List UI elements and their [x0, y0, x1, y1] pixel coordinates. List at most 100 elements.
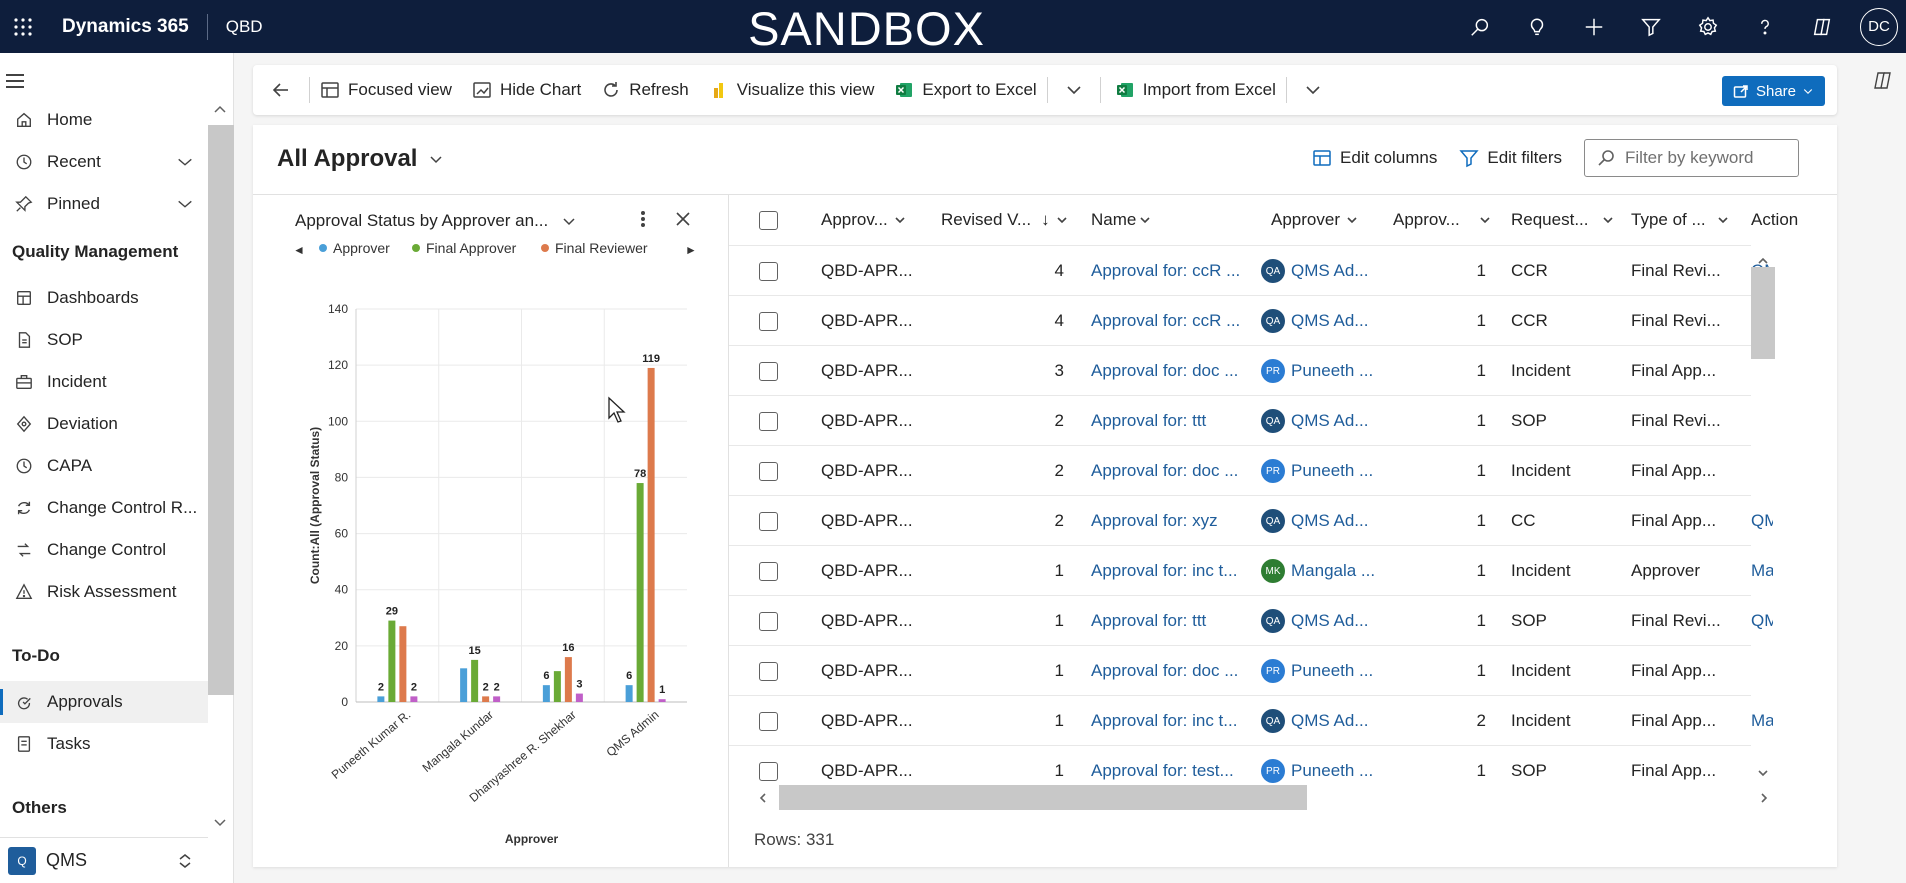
action-link[interactable]: QM	[1751, 611, 1773, 630]
checkbox[interactable]	[759, 761, 778, 781]
column-header-approval-id[interactable]: Approv...	[821, 195, 907, 245]
search-icon[interactable]	[1451, 0, 1508, 53]
checkbox[interactable]	[759, 311, 778, 331]
approver-link[interactable]: Mangala ...	[1291, 561, 1376, 580]
table-row[interactable]: QBD-APR... 4 Approval for: ccR ... QA QMS Ad…	[729, 245, 1773, 296]
approval-id-cell[interactable]: QBD-APR...	[821, 561, 913, 580]
checkbox[interactable]	[759, 361, 778, 381]
chevron-left-icon[interactable]	[756, 790, 770, 804]
hamburger-menu-icon[interactable]	[6, 70, 30, 90]
row-select-checkbox[interactable]	[759, 446, 778, 496]
legend-prev-icon[interactable]: ◄	[293, 243, 305, 257]
import-options-dropdown[interactable]	[1287, 65, 1339, 115]
approval-name-link[interactable]: Approval for: ttt	[1091, 611, 1207, 630]
edit-filters-button[interactable]: Edit filters	[1459, 148, 1562, 168]
approval-name-link[interactable]: Approval for: ttt	[1091, 411, 1207, 430]
checkbox[interactable]	[759, 210, 778, 230]
sidebar-item-change-control[interactable]: Change Control	[0, 529, 208, 571]
approval-name-link[interactable]: Approval for: ccR ...	[1091, 311, 1241, 330]
column-header-request-type[interactable]: Request...	[1511, 195, 1615, 245]
table-row[interactable]: QBD-APR... 1 Approval for: test... PR Puneet…	[729, 745, 1751, 795]
sidebar-item-recent[interactable]: Recent	[0, 141, 208, 183]
table-row[interactable]: QBD-APR... 1 Approval for: inc t... QA QMS A…	[729, 695, 1773, 746]
action-link[interactable]: Ma	[1751, 711, 1773, 730]
approval-name-link[interactable]: Approval for: ccR ...	[1091, 261, 1241, 280]
approver-link[interactable]: Puneeth ...	[1291, 661, 1374, 680]
approver-link[interactable]: Puneeth ...	[1291, 361, 1374, 380]
approver-cell[interactable]: QA QMS Ad...	[1261, 296, 1391, 346]
row-select-checkbox[interactable]	[759, 396, 778, 446]
approval-id-cell[interactable]: QBD-APR...	[821, 661, 913, 680]
sidebar-item-risk-assessment[interactable]: Risk Assessment	[0, 571, 208, 613]
action-link[interactable]: Ma	[1751, 561, 1773, 580]
checkbox[interactable]	[759, 561, 778, 581]
approver-link[interactable]: QMS Ad...	[1291, 411, 1369, 430]
more-options-icon[interactable]	[633, 209, 653, 229]
lightbulb-icon[interactable]	[1508, 0, 1565, 53]
approval-id-cell[interactable]: QBD-APR...	[821, 511, 913, 530]
chevron-up-icon[interactable]	[1756, 253, 1770, 267]
view-selector[interactable]: All Approval	[277, 145, 445, 173]
sidebar-item-capa[interactable]: CAPA	[0, 445, 208, 487]
help-icon[interactable]	[1736, 0, 1793, 53]
focused-view-button[interactable]: Focused view	[310, 65, 462, 115]
grid-horizontal-scrollbar-thumb[interactable]	[779, 785, 1307, 810]
row-select-checkbox[interactable]	[759, 296, 778, 346]
sidebar-item-pinned[interactable]: Pinned	[0, 183, 208, 225]
chart-selector[interactable]: Approval Status by Approver an...	[295, 211, 578, 231]
checkbox[interactable]	[759, 461, 778, 481]
share-button[interactable]: Share	[1722, 76, 1825, 106]
area-switcher[interactable]: Q QMS	[0, 837, 208, 883]
approval-id-cell[interactable]: QBD-APR...	[821, 261, 913, 280]
row-select-checkbox[interactable]	[759, 696, 778, 746]
approval-id-cell[interactable]: QBD-APR...	[821, 461, 913, 480]
copilot-icon[interactable]	[1793, 0, 1850, 53]
approval-name-link[interactable]: Approval for: doc ...	[1091, 361, 1239, 380]
approver-cell[interactable]: PR Puneeth ...	[1261, 346, 1391, 396]
row-select-checkbox[interactable]	[759, 346, 778, 396]
export-options-dropdown[interactable]	[1048, 65, 1100, 115]
sidebar-item-home[interactable]: Home	[0, 99, 208, 141]
app-name[interactable]: Dynamics 365	[62, 15, 189, 37]
approval-name-link[interactable]: Approval for: inc t...	[1091, 711, 1238, 730]
checkbox[interactable]	[759, 261, 778, 281]
edit-columns-button[interactable]: Edit columns	[1312, 148, 1437, 168]
checkbox[interactable]	[759, 661, 778, 681]
keyword-filter-input[interactable]	[1625, 148, 1785, 168]
chevron-updown-icon[interactable]	[176, 852, 194, 870]
approver-link[interactable]: Puneeth ...	[1291, 461, 1374, 480]
select-all-checkbox[interactable]	[759, 195, 778, 245]
copilot-icon[interactable]	[1872, 70, 1894, 92]
table-row[interactable]: QBD-APR... 3 Approval for: doc ... PR Puneet…	[729, 345, 1751, 395]
approver-link[interactable]: Puneeth ...	[1291, 761, 1374, 780]
sidebar-item-dashboards[interactable]: Dashboards	[0, 277, 208, 319]
refresh-button[interactable]: Refresh	[591, 65, 699, 115]
sidebar-item-change-control-request[interactable]: Change Control R...	[0, 487, 208, 529]
action-link[interactable]	[1751, 396, 1773, 446]
table-row[interactable]: QBD-APR... 4 Approval for: ccR ... QA QMS Ad…	[729, 295, 1751, 345]
approver-link[interactable]: QMS Ad...	[1291, 611, 1369, 630]
sidebar-item-tasks[interactable]: Tasks	[0, 723, 208, 765]
table-row[interactable]: QBD-APR... 1 Approval for: doc ... PR Puneet…	[729, 645, 1751, 695]
approval-id-cell[interactable]: QBD-APR...	[821, 761, 913, 780]
approver-cell[interactable]: QA QMS Ad...	[1261, 696, 1391, 746]
hide-chart-button[interactable]: Hide Chart	[462, 65, 591, 115]
back-button[interactable]	[253, 65, 309, 115]
approver-cell[interactable]: PR Puneeth ...	[1261, 446, 1391, 496]
table-row[interactable]: QBD-APR... 2 Approval for: doc ... PR Puneet…	[729, 445, 1751, 495]
approver-link[interactable]: QMS Ad...	[1291, 511, 1369, 530]
approver-cell[interactable]: MK Mangala ...	[1261, 546, 1391, 596]
chevron-down-icon[interactable]	[212, 815, 230, 833]
action-link[interactable]	[1751, 646, 1773, 696]
visualize-button[interactable]: Visualize this view	[699, 65, 885, 115]
export-excel-button[interactable]: Export to Excel	[884, 65, 1046, 115]
approver-cell[interactable]: QA QMS Ad...	[1261, 496, 1391, 546]
column-header-type-of-approval[interactable]: Type of ...	[1631, 195, 1730, 245]
chevron-down-icon[interactable]	[1756, 765, 1770, 779]
chevron-up-icon[interactable]	[212, 101, 230, 119]
row-select-checkbox[interactable]	[759, 246, 778, 296]
row-select-checkbox[interactable]	[759, 596, 778, 646]
chevron-right-icon[interactable]	[1757, 790, 1771, 804]
approver-cell[interactable]: QA QMS Ad...	[1261, 596, 1391, 646]
grid-vertical-scrollbar-thumb[interactable]	[1751, 267, 1775, 359]
